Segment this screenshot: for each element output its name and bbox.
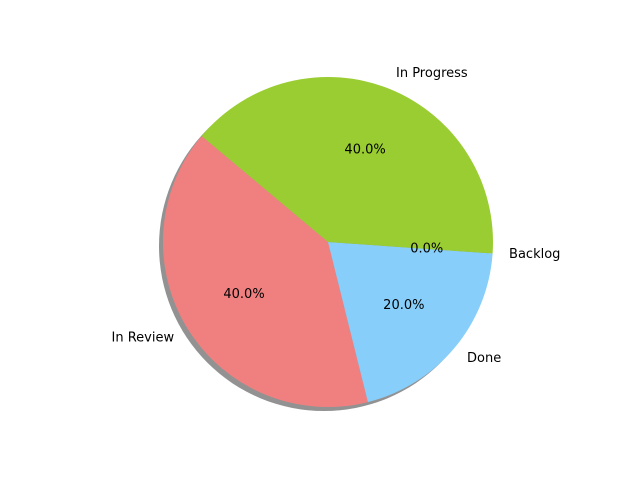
slice-percent-in-progress: 40.0% <box>344 143 385 158</box>
slice-percent-in-review: 40.0% <box>223 287 264 302</box>
pie-slice-done <box>328 242 493 403</box>
slice-label-done: Done <box>467 351 501 366</box>
slice-percent-done: 20.0% <box>383 298 424 313</box>
pie-slices <box>162 76 494 407</box>
slice-label-in-review: In Review <box>111 331 174 346</box>
pie-slice-in-progress <box>201 76 494 254</box>
slice-label-in-progress: In Progress <box>396 66 468 81</box>
slice-label-backlog: Backlog <box>509 247 560 262</box>
pie-labels: In Review 40.0% Done 20.0% Backlog 0.0% In Pro… <box>111 66 560 366</box>
slice-percent-backlog: 0.0% <box>410 241 443 256</box>
pie-slice-in-review <box>162 135 368 407</box>
